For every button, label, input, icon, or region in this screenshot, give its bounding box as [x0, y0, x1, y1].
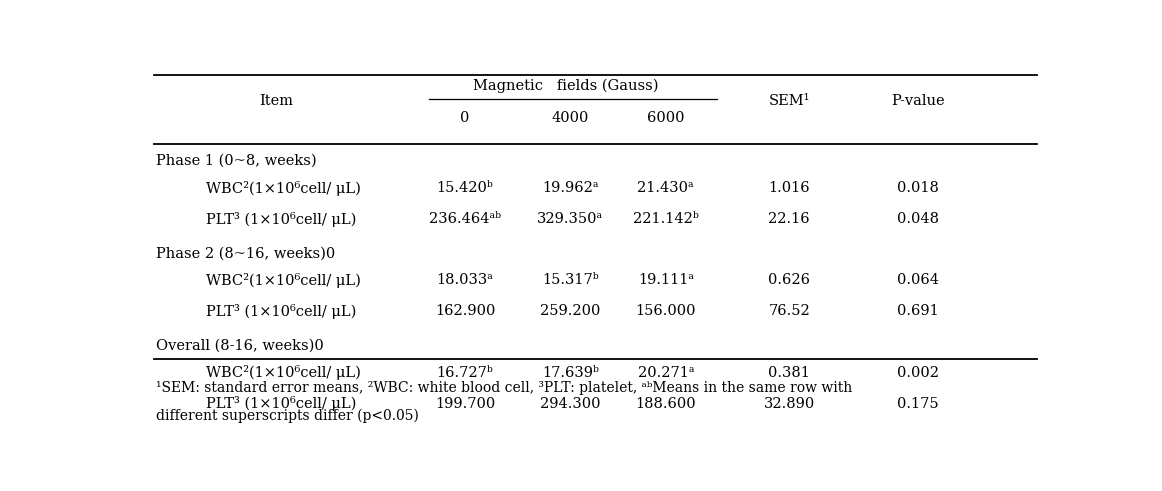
Text: Phase 2 (8~16, weeks)0: Phase 2 (8~16, weeks)0 [156, 246, 336, 260]
Text: Overall (8-16, weeks)0: Overall (8-16, weeks)0 [156, 338, 324, 353]
Text: 15.317ᵇ: 15.317ᵇ [541, 273, 598, 287]
Text: 0: 0 [460, 110, 469, 125]
Text: 0.048: 0.048 [897, 212, 939, 226]
Text: 236.464ᵃᵇ: 236.464ᵃᵇ [429, 212, 501, 226]
Text: different superscripts differ (p<0.05): different superscripts differ (p<0.05) [156, 409, 419, 423]
Text: PLT³ (1×10⁶cell/ μL): PLT³ (1×10⁶cell/ μL) [206, 396, 356, 411]
Text: 22.16: 22.16 [768, 212, 810, 226]
Text: WBC²(1×10⁶cell/ μL): WBC²(1×10⁶cell/ μL) [206, 273, 360, 288]
Text: 0.626: 0.626 [768, 273, 810, 287]
Text: 329.350ᵃ: 329.350ᵃ [537, 212, 603, 226]
Text: 188.600: 188.600 [636, 397, 696, 410]
Text: 15.420ᵇ: 15.420ᵇ [437, 181, 494, 195]
Text: 17.639ᵇ: 17.639ᵇ [541, 366, 598, 380]
Text: 259.200: 259.200 [540, 304, 601, 319]
Text: Phase 1 (0~8, weeks): Phase 1 (0~8, weeks) [156, 154, 317, 168]
Text: PLT³ (1×10⁶cell/ μL): PLT³ (1×10⁶cell/ μL) [206, 304, 356, 319]
Text: 294.300: 294.300 [540, 397, 601, 410]
Text: 0.381: 0.381 [768, 366, 810, 380]
Text: 6000: 6000 [647, 110, 684, 125]
Text: 32.890: 32.890 [763, 397, 815, 410]
Text: WBC²(1×10⁶cell/ μL): WBC²(1×10⁶cell/ μL) [206, 181, 360, 196]
Text: 19.111ᵃ: 19.111ᵃ [638, 273, 694, 287]
Text: 18.033ᵃ: 18.033ᵃ [437, 273, 494, 287]
Text: SEM¹: SEM¹ [768, 93, 810, 108]
Text: WBC²(1×10⁶cell/ μL): WBC²(1×10⁶cell/ μL) [206, 365, 360, 380]
Text: 1.016: 1.016 [768, 181, 810, 195]
Text: P-value: P-value [891, 93, 945, 108]
Text: Item: Item [260, 93, 294, 108]
Text: 0.064: 0.064 [897, 273, 939, 287]
Text: 221.142ᵇ: 221.142ᵇ [633, 212, 698, 226]
Text: 0.002: 0.002 [897, 366, 939, 380]
Text: Magnetic   fields (Gauss): Magnetic fields (Gauss) [473, 78, 658, 93]
Text: PLT³ (1×10⁶cell/ μL): PLT³ (1×10⁶cell/ μL) [206, 212, 356, 227]
Text: 199.700: 199.700 [435, 397, 495, 410]
Text: 19.962ᵃ: 19.962ᵃ [541, 181, 598, 195]
Text: 156.000: 156.000 [636, 304, 696, 319]
Text: 20.271ᵃ: 20.271ᵃ [638, 366, 694, 380]
Text: 0.175: 0.175 [897, 397, 939, 410]
Text: 16.727ᵇ: 16.727ᵇ [437, 366, 494, 380]
Text: ¹SEM: standard error means, ²WBC: white blood cell, ³PLT: platelet, ᵃᵇMeans in t: ¹SEM: standard error means, ²WBC: white … [156, 381, 852, 395]
Text: 162.900: 162.900 [435, 304, 495, 319]
Text: 0.018: 0.018 [897, 181, 939, 195]
Text: 0.691: 0.691 [897, 304, 939, 319]
Text: 76.52: 76.52 [768, 304, 810, 319]
Text: 4000: 4000 [552, 110, 589, 125]
Text: 21.430ᵃ: 21.430ᵃ [638, 181, 694, 195]
